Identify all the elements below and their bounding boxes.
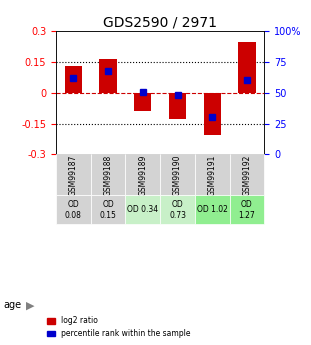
Bar xyxy=(100,59,117,93)
FancyBboxPatch shape xyxy=(160,154,195,196)
Text: OD 0.34: OD 0.34 xyxy=(127,205,158,214)
FancyBboxPatch shape xyxy=(125,196,160,224)
Bar xyxy=(238,42,256,93)
Bar xyxy=(169,93,186,119)
Text: GSM99189: GSM99189 xyxy=(138,154,147,196)
Bar xyxy=(204,93,221,135)
Text: OD
0.08: OD 0.08 xyxy=(65,200,82,219)
Bar xyxy=(65,66,82,93)
Text: ▶: ▶ xyxy=(26,300,35,310)
FancyBboxPatch shape xyxy=(230,154,264,196)
Text: GSM99188: GSM99188 xyxy=(104,154,113,196)
Legend: log2 ratio, percentile rank within the sample: log2 ratio, percentile rank within the s… xyxy=(44,313,194,341)
Text: GSM99192: GSM99192 xyxy=(243,154,252,196)
Text: GSM99190: GSM99190 xyxy=(173,154,182,196)
Text: OD 1.02: OD 1.02 xyxy=(197,205,228,214)
Text: GSM99191: GSM99191 xyxy=(208,154,217,196)
Text: OD
0.15: OD 0.15 xyxy=(100,200,117,219)
FancyBboxPatch shape xyxy=(160,196,195,224)
FancyBboxPatch shape xyxy=(91,196,125,224)
Text: age: age xyxy=(3,300,21,310)
Title: GDS2590 / 2971: GDS2590 / 2971 xyxy=(103,16,217,30)
FancyBboxPatch shape xyxy=(195,196,230,224)
FancyBboxPatch shape xyxy=(91,154,125,196)
FancyBboxPatch shape xyxy=(230,196,264,224)
FancyBboxPatch shape xyxy=(56,196,91,224)
FancyBboxPatch shape xyxy=(56,154,91,196)
Text: OD
0.73: OD 0.73 xyxy=(169,200,186,219)
Text: OD
1.27: OD 1.27 xyxy=(239,200,255,219)
Bar xyxy=(134,93,151,111)
FancyBboxPatch shape xyxy=(195,154,230,196)
FancyBboxPatch shape xyxy=(125,154,160,196)
Text: GSM99187: GSM99187 xyxy=(69,154,78,196)
